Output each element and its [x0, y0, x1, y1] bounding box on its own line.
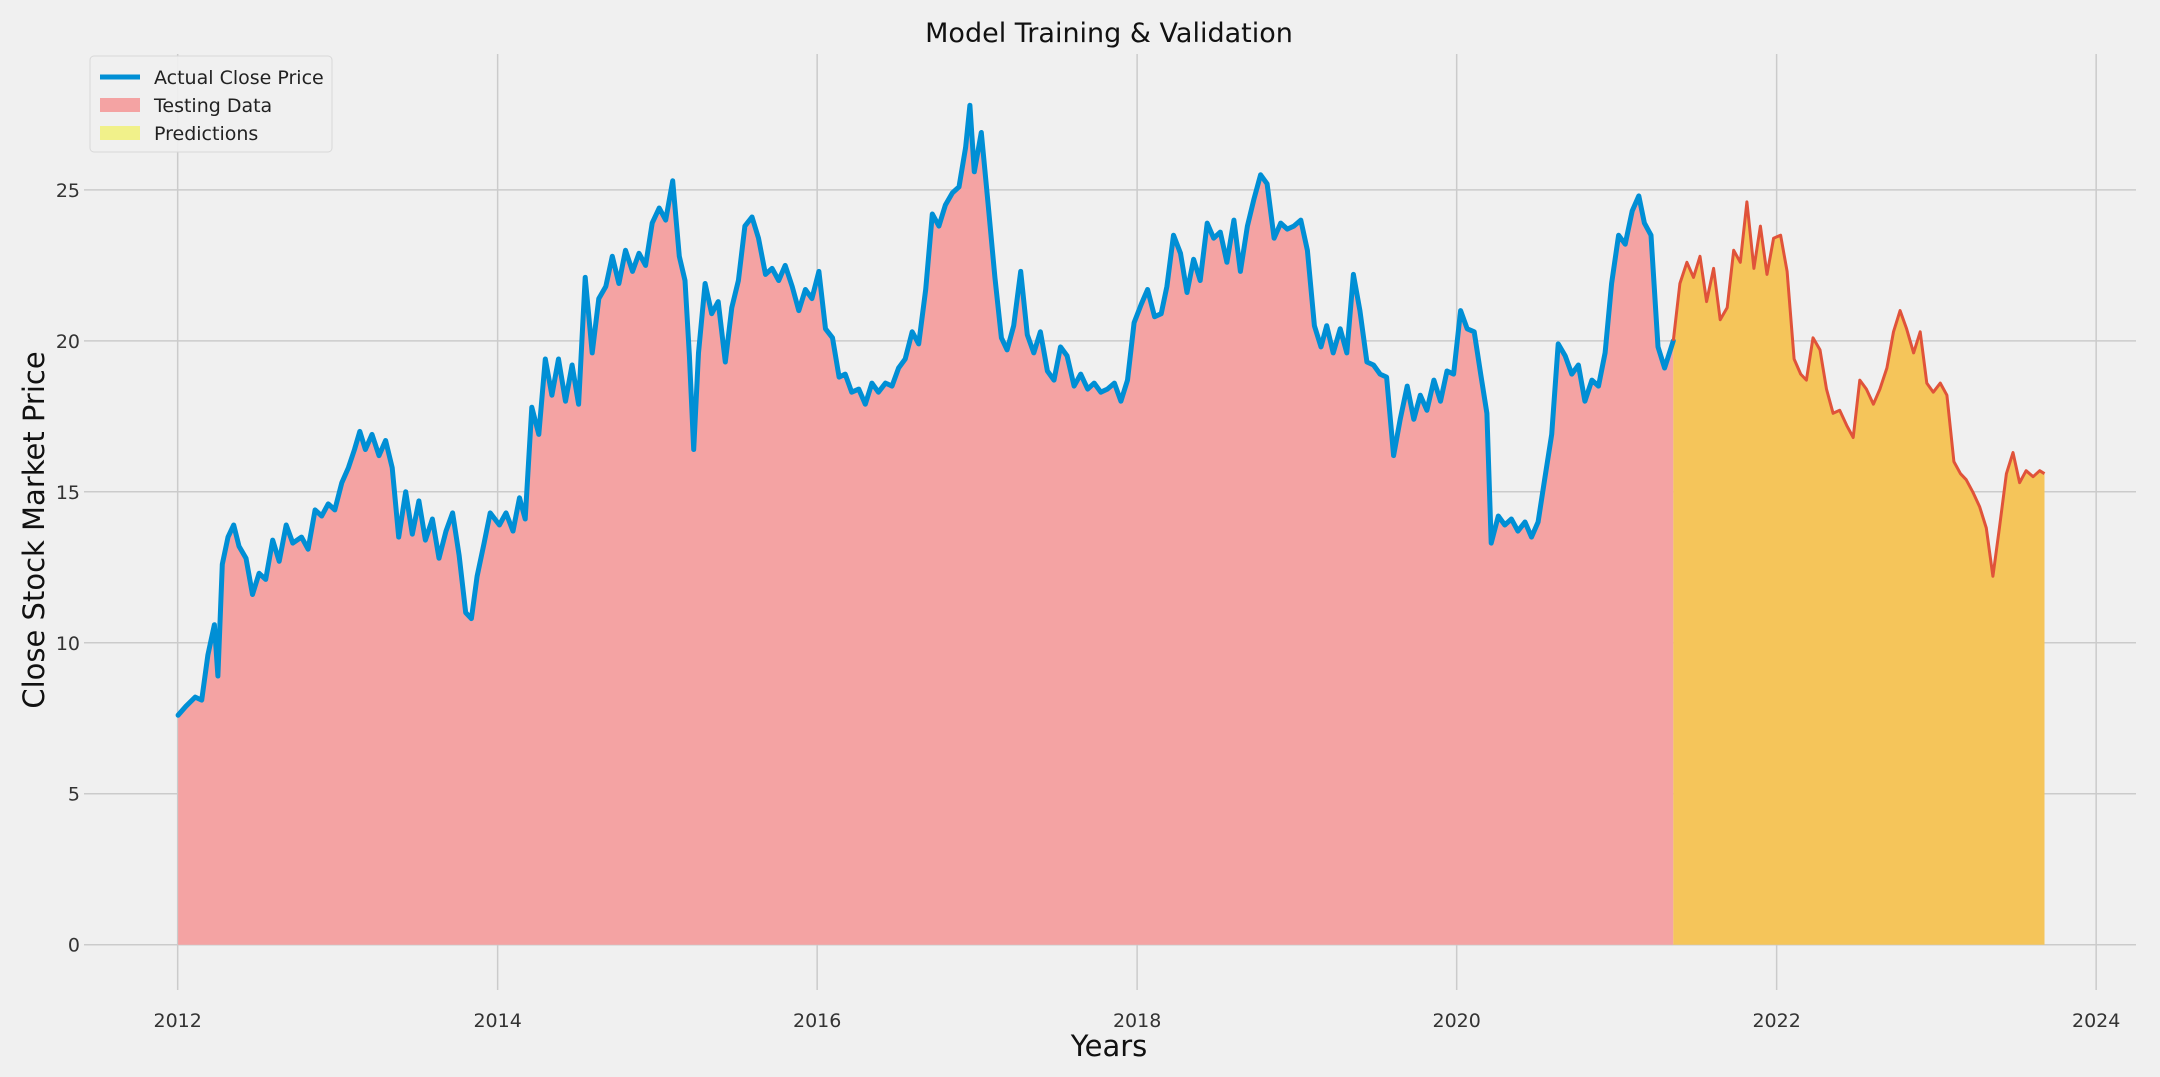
legend-patch-swatch — [100, 126, 140, 140]
x-axis-label: Years — [1070, 1029, 1148, 1063]
x-tick-label: 2020 — [1432, 1010, 1480, 1032]
legend-label: Predictions — [154, 123, 258, 145]
actual-close-price-line — [175, 102, 1676, 718]
x-tick-label: 2016 — [793, 1010, 841, 1032]
y-tick-label: 5 — [68, 784, 80, 806]
legend-box — [89, 55, 333, 153]
x-tick-label: 2014 — [473, 1010, 521, 1032]
x-tick-labels: 2012 2014 2016 2018 2020 2022 2024 — [153, 1010, 2120, 1032]
y-tick-label: 15 — [56, 482, 80, 504]
line-layer — [175, 102, 2046, 718]
y-tick-label: 10 — [56, 633, 80, 655]
x-tick-label: 2018 — [1113, 1010, 1161, 1032]
y-tick-label: 0 — [68, 935, 80, 957]
x-tick-label: 2022 — [1752, 1010, 1800, 1032]
area-layer — [178, 105, 2045, 945]
legend-patch-swatch — [100, 98, 140, 112]
legend-label: Actual Close Price — [154, 67, 324, 89]
x-tick-label: 2012 — [153, 1010, 201, 1032]
y-tick-label: 25 — [56, 180, 80, 202]
legend: Actual Close Price Testing Data Prediction… — [89, 55, 333, 153]
chart-title: Model Training & Validation — [925, 18, 1293, 49]
predictions-line — [1671, 200, 2046, 578]
y-tick-label: 20 — [56, 331, 80, 353]
legend-label: Testing Data — [153, 95, 272, 117]
x-tick-label: 2024 — [2072, 1010, 2120, 1032]
y-axis-label: Close Stock Market Price — [17, 351, 51, 708]
y-tick-labels: 0 5 10 15 20 25 — [56, 180, 80, 957]
predictions-area — [1673, 201, 2045, 945]
testing-data-area — [178, 105, 1674, 945]
